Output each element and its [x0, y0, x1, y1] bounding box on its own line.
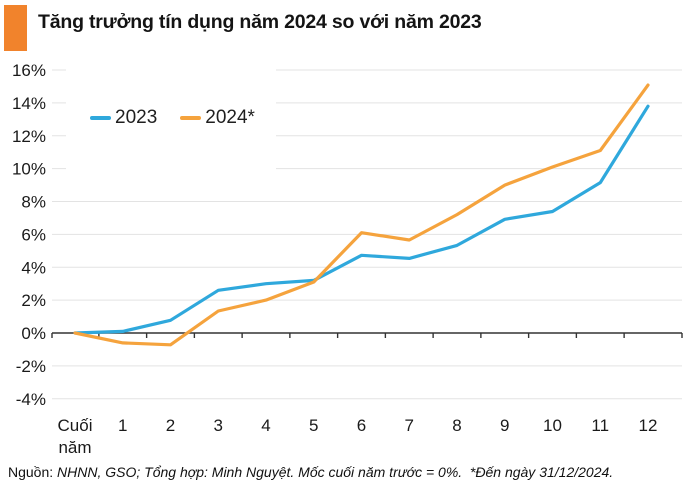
x-axis-label: 10 [543, 416, 562, 435]
x-axis-label: năm [58, 438, 91, 457]
y-axis-label: 2% [21, 291, 46, 310]
x-axis-label: 11 [591, 416, 609, 435]
x-axis-label: 3 [214, 416, 223, 435]
x-axis-label: 2 [166, 416, 175, 435]
source-note: Nguồn: NHNN, GSO; Tổng hợp: Minh Nguyệt.… [8, 464, 613, 480]
y-axis-label: -2% [16, 357, 46, 376]
chart-title: Tăng trưởng tín dụng năm 2024 so với năm… [38, 11, 482, 33]
y-axis-label: 10% [12, 160, 46, 179]
brand-accent-square [4, 5, 27, 51]
legend-swatch-2023 [90, 116, 111, 120]
y-axis-label: 4% [21, 258, 46, 277]
y-axis-label: 14% [12, 94, 46, 113]
x-axis-label: 5 [309, 416, 318, 435]
legend-swatch-2024 [180, 116, 202, 120]
legend-item-2024: 2024* [180, 107, 255, 129]
source-text: NHNN, GSO; Tổng hợp: Minh Nguyệt. Mốc cu… [57, 464, 614, 480]
y-axis-label: 8% [21, 193, 46, 212]
chart-legend: 2023 2024* [66, 62, 276, 174]
y-axis-label: 0% [21, 324, 46, 343]
x-axis-label: 12 [639, 416, 658, 435]
series-line-2024 [73, 83, 650, 347]
series-line-2023 [73, 104, 650, 335]
x-axis-label: 7 [405, 416, 414, 435]
y-axis-label: 6% [21, 225, 46, 244]
x-axis-label: 6 [357, 416, 366, 435]
y-axis-label: -4% [16, 390, 46, 409]
x-axis-label: 9 [500, 416, 509, 435]
y-axis-label: 16% [12, 61, 46, 80]
y-axis-label: 12% [12, 127, 46, 146]
legend-label-2024: 2024* [205, 107, 255, 128]
legend-item-2023: 2023 [90, 107, 157, 129]
x-axis-label: 8 [452, 416, 461, 435]
x-axis-label: Cuối [58, 416, 93, 435]
x-axis-label: 1 [118, 416, 127, 435]
x-axis-label: 4 [261, 416, 270, 435]
legend-label-2023: 2023 [115, 107, 158, 128]
source-label: Nguồn: [8, 464, 54, 480]
